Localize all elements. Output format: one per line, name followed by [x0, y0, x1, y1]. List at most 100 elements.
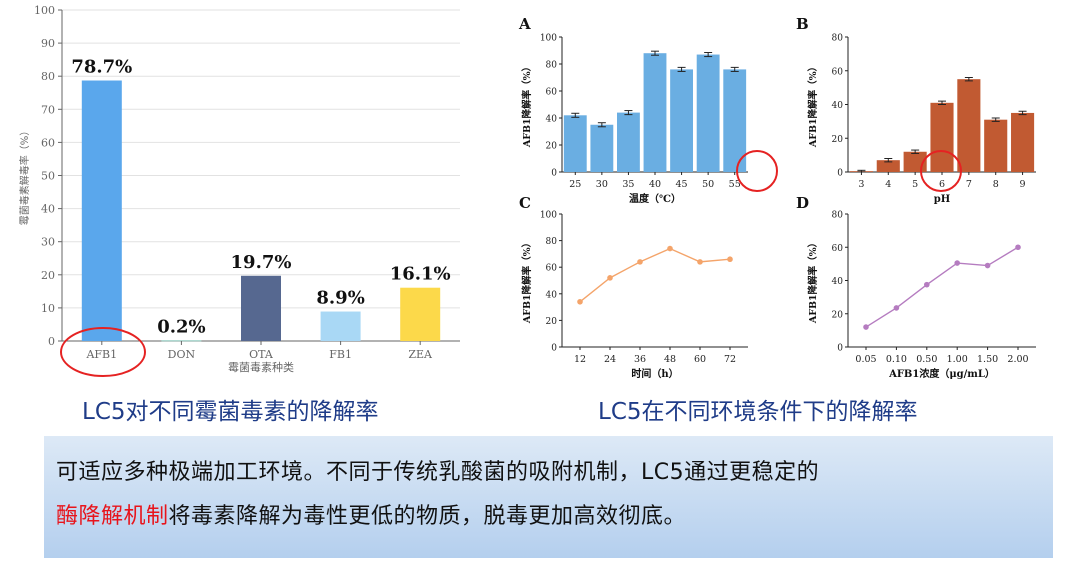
y-tick-label: 40 [832, 277, 844, 287]
y-tick-label: 80 [546, 237, 558, 247]
x-tick-label: 12 [574, 354, 586, 365]
data-point [607, 275, 613, 281]
x-tick-label: 72 [724, 354, 736, 365]
x-tick-label: 40 [649, 179, 661, 190]
data-point [924, 281, 930, 288]
bar [161, 340, 202, 342]
x-tick-label: 6 [939, 179, 945, 190]
bar [320, 311, 361, 341]
y-tick-label: 20 [546, 317, 558, 327]
summary-line-2-rest: 将毒素降解为毒性更低的物质，脱毒更加高效彻底。 [168, 504, 687, 529]
data-label: 16.1% [390, 264, 451, 285]
bar [876, 160, 900, 172]
y-axis-title: AFB1降解率（%） [807, 238, 819, 324]
x-tick-label: 24 [604, 354, 616, 365]
x-tick-label: DON [168, 348, 196, 361]
x-tick-label: 5 [912, 179, 918, 190]
bar [590, 124, 614, 172]
bar [696, 54, 720, 172]
data-label: 19.7% [231, 252, 292, 273]
y-tick-label: 60 [832, 67, 844, 77]
bar [984, 119, 1008, 172]
y-tick-label: 20 [546, 142, 558, 152]
summary-line-2: 酶降解机制将毒素降解为毒性更低的物质，脱毒更加高效彻底。 [56, 498, 686, 530]
y-tick-label: 10 [41, 302, 55, 315]
y-tick-label: 40 [832, 101, 844, 111]
y-tick-label: 40 [546, 115, 558, 125]
y-tick-label: 80 [41, 70, 55, 83]
y-tick-label: 70 [41, 103, 55, 116]
panel-label: B [796, 15, 809, 33]
bar [81, 80, 122, 342]
y-axis-title: AFB1降解率（%） [521, 238, 533, 324]
y-tick-label: 20 [832, 135, 844, 145]
data-point [697, 259, 703, 265]
bar [617, 112, 640, 172]
bar [241, 275, 281, 341]
y-tick-label: 60 [546, 88, 558, 98]
y-tick-label: 60 [41, 136, 55, 149]
x-axis-title: 霉菌毒素种类 [228, 360, 294, 374]
y-tick-label: 0 [551, 344, 557, 354]
data-point [893, 305, 900, 311]
y-tick-label: 40 [546, 290, 558, 300]
x-tick-label: 50 [702, 179, 714, 190]
highlight-circle [736, 150, 778, 192]
y-tick-label: 30 [41, 236, 55, 249]
x-axis-title: AFB1浓度（μg/mL） [888, 367, 995, 380]
highlight-circle [60, 327, 146, 377]
data-label: 78.7% [71, 57, 132, 78]
highlight-text: 酶降解机制 [56, 504, 169, 529]
data-point [954, 260, 960, 266]
data-point [984, 262, 991, 269]
x-tick-label: 48 [664, 354, 676, 365]
data-point [637, 259, 643, 265]
bar [400, 287, 441, 341]
y-tick-label: 80 [832, 34, 844, 44]
x-tick-label: 8 [993, 179, 999, 190]
x-tick-label: 30 [596, 179, 608, 190]
x-tick-label: 36 [634, 354, 646, 365]
x-tick-label: 3 [858, 179, 864, 190]
x-tick-label: 55 [729, 179, 741, 190]
y-tick-label: 90 [41, 37, 55, 50]
x-tick-label: 25 [569, 179, 581, 190]
y-axis-title: AFB1降解率（%） [521, 62, 533, 148]
y-tick-label: 80 [546, 61, 558, 71]
data-point [577, 298, 583, 305]
y-tick-label: 20 [832, 310, 844, 320]
x-axis-title: 温度（℃） [629, 192, 681, 205]
x-tick-label: OTA [249, 348, 274, 361]
y-axis-title: 霉菌毒素解毒率（%） [18, 126, 31, 226]
data-point [667, 245, 673, 252]
bar [1011, 112, 1035, 172]
y-tick-label: 20 [41, 269, 55, 282]
x-tick-label: 7 [966, 179, 972, 190]
x-tick-label: 4 [885, 179, 891, 190]
series-line [865, 246, 1019, 328]
charts-canvas: 0 10 20 30 40 50 60 70 80 90 100 AFB1 78.7% DON 0.2% OT… [18, 4, 1036, 380]
x-tick-label: 35 [622, 179, 634, 190]
x-tick-label: 0.50 [916, 354, 937, 365]
bar [670, 69, 693, 172]
highlight-circle [920, 150, 962, 192]
data-label: 0.2% [157, 316, 205, 337]
x-tick-label: 2.00 [1007, 354, 1028, 365]
x-tick-label: ZEA [408, 348, 433, 361]
caption-right: LC5在不同环境条件下的降解率 [598, 399, 918, 425]
y-axis-title: AFB1降解率（%） [807, 62, 819, 148]
y-tick-label: 100 [540, 211, 557, 221]
panel-label: A [518, 15, 531, 33]
summary-panel: 可适应多种极端加工环境。不同于传统乳酸菌的吸附机制，LC5通过更稳定的 酶降解机… [44, 436, 1053, 558]
x-axis-title: 时间（h） [631, 367, 678, 380]
data-point [863, 324, 869, 330]
x-tick-label: AFB1 [85, 348, 117, 361]
data-label: 8.9% [316, 288, 364, 309]
x-tick-label: 0.10 [886, 354, 907, 365]
x-tick-label: 1.00 [947, 354, 968, 365]
y-tick-label: 40 [41, 203, 55, 216]
y-tick-label: 50 [41, 170, 55, 183]
bar [563, 115, 587, 172]
series-line [579, 247, 731, 303]
x-axis-title: pH [934, 194, 950, 205]
